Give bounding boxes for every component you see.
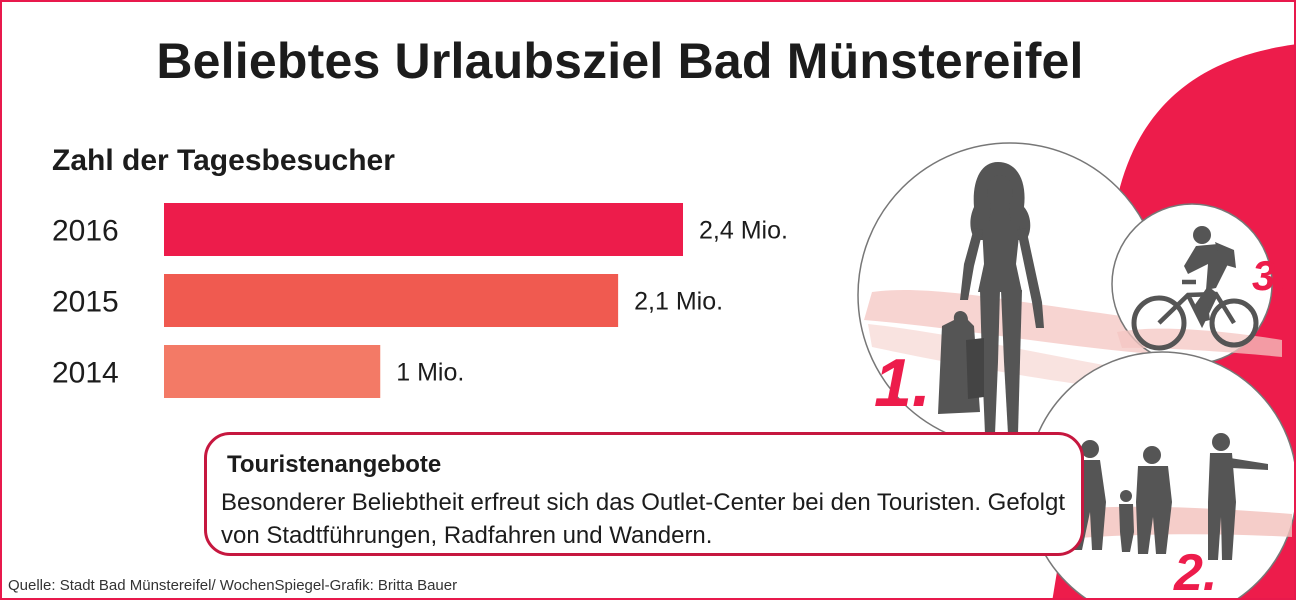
bar-2015 <box>164 274 619 327</box>
chart-title: Zahl der Tagesbesucher <box>52 144 395 177</box>
source-note: Quelle: Stadt Bad Münstereifel/ WochenSp… <box>8 577 458 594</box>
page-title: Beliebtes Urlaubsziel Bad Münstereifel <box>156 33 1084 89</box>
value-label-2014: 1 Mio. <box>396 359 464 387</box>
value-label-2015: 2,1 Mio. <box>634 288 723 316</box>
info-text: Besonderer Beliebtheit erfreut sich das … <box>221 489 1066 549</box>
rank-3-label: 3. <box>1252 252 1287 299</box>
category-label-2014: 2014 <box>52 357 119 390</box>
woman-silhouette-icon <box>938 162 1044 434</box>
rank-2-label: 2. <box>1173 544 1217 600</box>
category-label-2015: 2015 <box>52 286 119 319</box>
bar-chart: 2016 2,4 Mio. 2015 2,1 Mio. 2014 1 Mio. <box>52 203 788 398</box>
cyclist-silhouette-icon <box>1131 226 1259 351</box>
bar-2016 <box>164 203 683 256</box>
rank-1-label: 1. <box>874 345 931 421</box>
category-label-2016: 2016 <box>52 215 119 248</box>
value-label-2016: 2,4 Mio. <box>699 217 788 245</box>
bar-2014 <box>164 345 381 398</box>
info-box: Touristenangebote Besonderer Beliebtheit… <box>204 432 1084 556</box>
info-title: Touristenangebote <box>227 451 442 478</box>
